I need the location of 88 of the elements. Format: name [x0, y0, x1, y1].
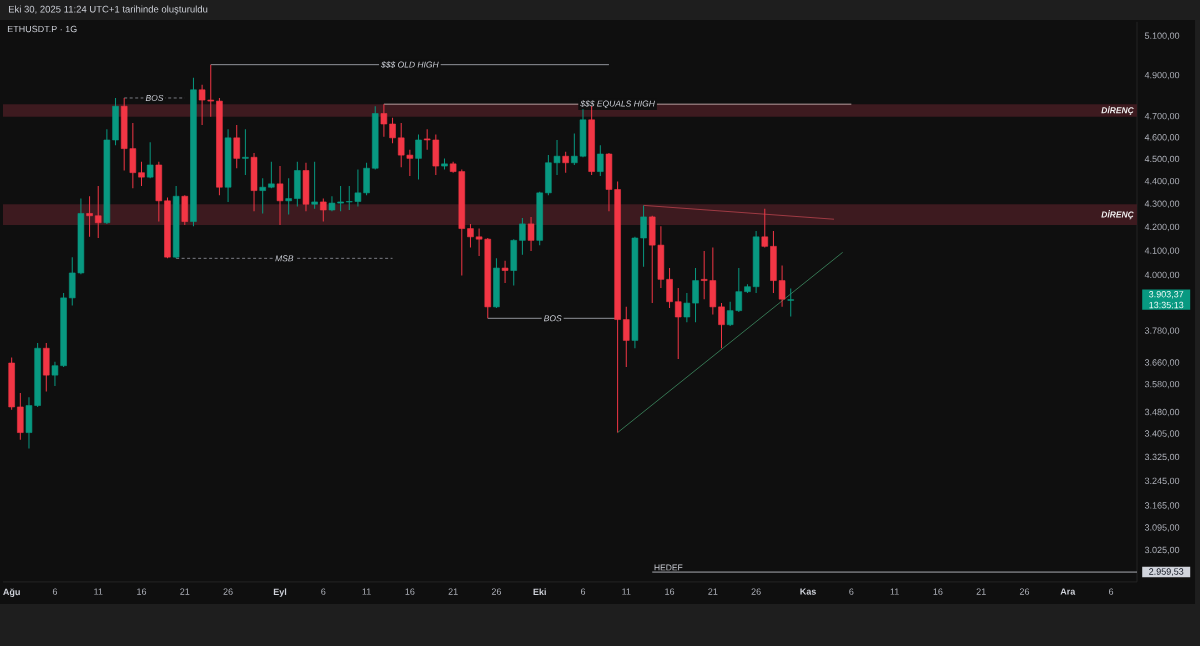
y-tick-label: 3.405,00 — [1144, 430, 1180, 438]
x-tick-label: Eki — [533, 588, 546, 595]
candlestick — [146, 141, 154, 179]
candlestick — [242, 128, 249, 176]
candlestick — [562, 151, 569, 174]
band-label: DİRENÇ — [1101, 105, 1134, 115]
y-tick-label: 4.600,00 — [1144, 134, 1180, 142]
y-tick-label: 4.400,00 — [1144, 177, 1180, 186]
candlestick — [285, 177, 292, 216]
candlestick — [674, 287, 682, 360]
y-tick-label: 4.200,00 — [1144, 223, 1180, 232]
x-tick-label: 21 — [180, 588, 190, 595]
candlestick — [787, 287, 794, 317]
candlestick — [389, 117, 396, 144]
y-tick-label: 3.095,00 — [1144, 524, 1180, 532]
candlestick — [683, 292, 691, 323]
x-tick-label: Ara — [1060, 588, 1076, 595]
candlestick — [138, 161, 145, 187]
x-tick-label: 26 — [491, 588, 502, 595]
y-tick-label: 5.100,00 — [1144, 32, 1180, 40]
y-tick-label: 3.025,00 — [1144, 546, 1180, 555]
x-tick-label: 11 — [622, 588, 631, 595]
candlestick — [415, 134, 422, 180]
text: Eki 30, 2025 11:24 UTC+1 tarihinde oluşturuldu — [8, 5, 208, 15]
candlestick — [380, 103, 388, 138]
candlestick — [311, 161, 318, 210]
x-tick-label: 6 — [321, 588, 326, 595]
x-tick-label: 6 — [580, 588, 586, 595]
x-tick-label: Ağu — [3, 588, 20, 597]
x-tick-label: 16 — [137, 588, 147, 595]
text: 13:35:13 — [1149, 301, 1184, 309]
candlestick — [320, 198, 327, 223]
series-label: HEDEF — [654, 564, 683, 571]
band-label: DİRENÇ — [1101, 210, 1134, 220]
series-label: $$$ OLD HIGH — [381, 61, 439, 69]
candlestick — [467, 223, 474, 249]
candlestick — [86, 195, 93, 238]
y-tick-label: 4.100,00 — [1144, 247, 1180, 255]
y-tick-label: 3.580,00 — [1144, 380, 1180, 389]
candlestick — [259, 177, 266, 214]
x-tick-label: 26 — [751, 588, 761, 595]
x-tick-label: 21 — [708, 588, 718, 595]
y-tick-label: 4.000,00 — [1144, 271, 1180, 280]
candlestick — [666, 267, 673, 309]
y-tick-label: 4.900,00 — [1144, 71, 1180, 80]
y-tick-label: 3.660,00 — [1144, 359, 1180, 367]
chart-title: ETHUSDT.P · 1G — [7, 25, 77, 33]
y-tick-label: 3.480,00 — [1144, 408, 1180, 417]
x-tick-label: 26 — [223, 588, 233, 595]
x-tick-label: Eyl — [273, 588, 287, 597]
x-tick-label: 11 — [94, 588, 103, 595]
x-tick-label: 6 — [1108, 588, 1114, 595]
series-label: MSB — [275, 255, 294, 262]
candlestick — [276, 165, 284, 226]
x-tick-label: 26 — [1019, 588, 1030, 595]
annotation: 2.959,53 — [1149, 568, 1184, 576]
x-tick-label: 11 — [362, 588, 371, 595]
text: 3.903,37 — [1149, 291, 1184, 299]
x-tick-label: 16 — [665, 588, 675, 595]
y-tick-label: 3.325,00 — [1144, 453, 1180, 462]
x-tick-label: 16 — [933, 588, 943, 595]
candlestick — [623, 306, 630, 368]
x-tick-label: 11 — [890, 588, 899, 595]
x-tick-label: 6 — [849, 588, 854, 595]
candlestick — [519, 217, 526, 256]
candlestick — [233, 124, 240, 169]
y-tick-label: 4.500,00 — [1144, 155, 1180, 164]
candlestick — [597, 144, 604, 177]
x-tick-label: Kas — [800, 588, 816, 595]
candlestick — [501, 260, 509, 284]
candlestick — [94, 185, 102, 239]
candlestick — [692, 267, 699, 323]
candlestick — [527, 216, 535, 252]
y-tick-label: 3.245,00 — [1144, 477, 1180, 486]
series-label: $$$ EQUALS HIGH — [580, 100, 655, 109]
candlestick — [718, 302, 725, 349]
y-tick-label: 3.165,00 — [1144, 502, 1180, 510]
series-label: BOS — [145, 94, 164, 101]
y-tick-label: 3.780,00 — [1144, 327, 1180, 335]
series-label: BOS — [543, 315, 562, 322]
candlestick — [761, 208, 769, 249]
x-tick-label: 16 — [405, 588, 415, 595]
y-tick-label: 4.700,00 — [1144, 112, 1180, 121]
candlestick — [268, 161, 275, 189]
y-tick-label: 4.300,00 — [1144, 200, 1180, 208]
x-tick-label: 21 — [976, 588, 986, 595]
x-tick-label: 6 — [52, 588, 58, 595]
x-tick-label: 21 — [448, 588, 458, 595]
